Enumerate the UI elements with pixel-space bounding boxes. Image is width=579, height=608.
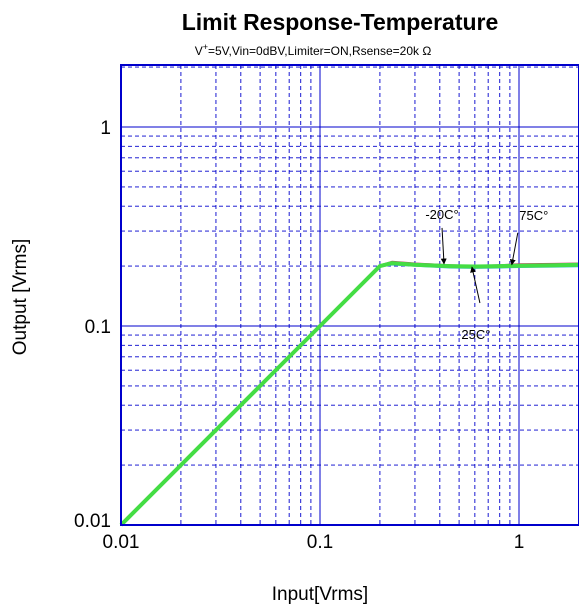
- x-axis-label: Input[Vrms]: [272, 584, 368, 605]
- y-tick-label: 1: [100, 118, 111, 139]
- subtitle-rest: =5V,Vin=0dBV,Limiter=ON,Rsense=20k Ω: [208, 44, 431, 58]
- annotation-label: 75C°: [519, 208, 548, 223]
- x-tick-label: 0.1: [307, 532, 333, 553]
- y-axis-label: Output [Vrms]: [10, 239, 31, 356]
- x-tick-label: 0.01: [103, 532, 140, 553]
- x-tick-label: 1: [514, 532, 525, 553]
- annotation-label: 25C°: [461, 327, 490, 342]
- chart-title: Limit Response-Temperature: [182, 9, 499, 35]
- subtitle-prefix: V: [195, 44, 203, 58]
- annotations: -20C° 75C° 25C°: [425, 207, 548, 342]
- annotation-arrow: [442, 228, 444, 264]
- annotation-arrow: [512, 233, 518, 265]
- y-tick-label: 0.01: [74, 511, 111, 532]
- y-tick-label: 0.1: [85, 317, 111, 338]
- chart-subtitle: V+=5V,Vin=0dBV,Limiter=ON,Rsense=20k Ω: [195, 42, 432, 58]
- annotation-arrow: [472, 267, 480, 303]
- annotation-label: -20C°: [425, 207, 458, 222]
